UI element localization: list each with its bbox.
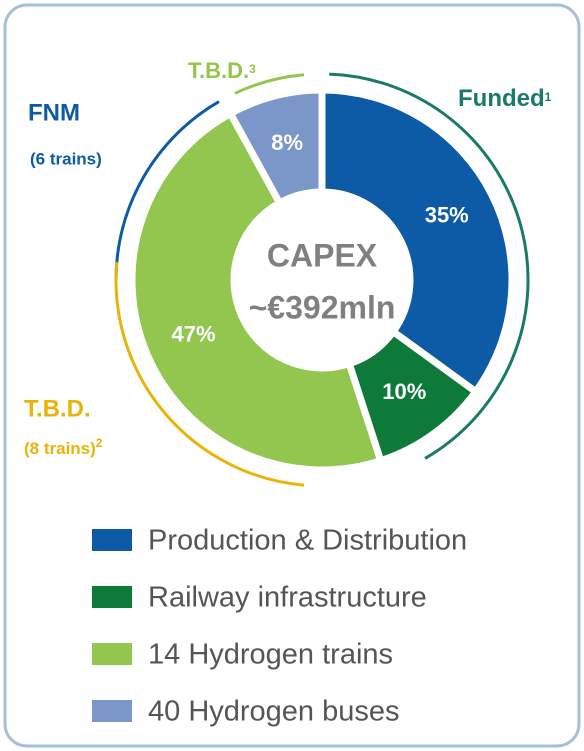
legend-swatch — [92, 586, 132, 608]
annotation: T.B.D.3 — [188, 58, 256, 83]
annotation-sub: (8 trains)2 — [24, 436, 103, 458]
annotation-sub: (6 trains) — [30, 149, 102, 168]
group-arcs — [114, 72, 530, 487]
legend-swatch — [92, 700, 132, 722]
value-label: 35% — [425, 202, 469, 227]
center-value: ~€392mln — [249, 289, 396, 325]
legend-label: 40 Hydrogen buses — [148, 696, 400, 728]
legend-swatch — [92, 643, 132, 665]
annotation: FNM — [28, 99, 80, 126]
legend-label: Production & Distribution — [148, 525, 467, 557]
legend-label: 14 Hydrogen trains — [148, 639, 393, 671]
annotation: T.B.D. — [24, 395, 91, 422]
value-label: 8% — [271, 130, 303, 155]
wedge — [318, 86, 516, 397]
annotation: Funded1 — [458, 85, 552, 112]
legend-label: Railway infrastructure — [148, 582, 427, 614]
center-title: CAPEX — [267, 237, 378, 273]
value-label: 10% — [382, 379, 426, 404]
tbd-trains-arc — [114, 261, 305, 487]
tbd-arc — [234, 73, 305, 95]
wedge — [225, 86, 326, 208]
wedge — [128, 108, 386, 474]
legend-swatch — [92, 529, 132, 551]
fnm-arc — [114, 100, 220, 281]
donut — [128, 86, 516, 474]
funded-arc — [329, 72, 530, 460]
value-label: 47% — [171, 321, 215, 346]
